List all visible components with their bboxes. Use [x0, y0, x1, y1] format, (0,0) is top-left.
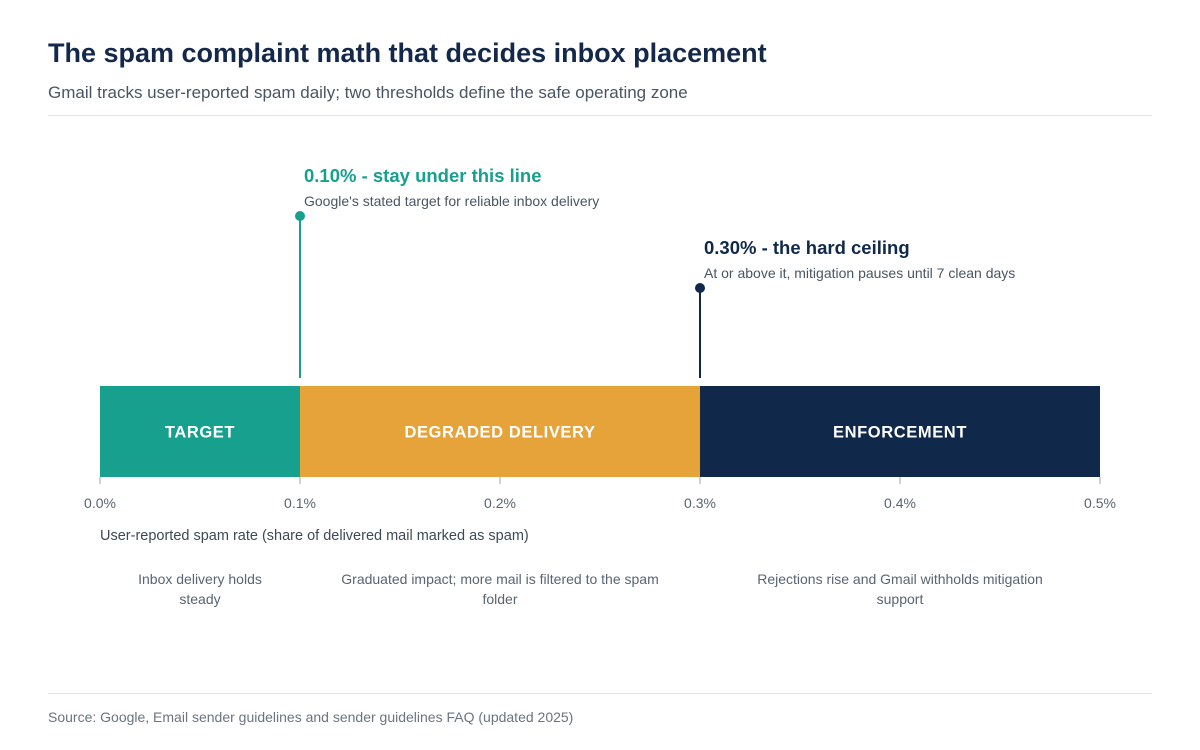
axis-tick-label: 0.2%: [484, 495, 516, 511]
zone-description: Graduated impact; more mail is filtered …: [341, 571, 658, 607]
chart-subtitle: Gmail tracks user-reported spam daily; t…: [48, 83, 688, 102]
spam-rate-zone-chart: TARGET DEGRADED DELIVERY ENFORCEMENT 0.0% 0.…: [84, 165, 1116, 607]
zone-label: ENFORCEMENT: [833, 424, 967, 442]
chart-title: The spam complaint math that decides inb…: [48, 38, 767, 68]
threshold-note: Google's stated target for reliable inbo…: [304, 193, 599, 209]
axis-tick-label: 0.0%: [84, 495, 116, 511]
axis-tick-label: 0.1%: [284, 495, 316, 511]
axis-tick-label: 0.5%: [1084, 495, 1116, 511]
threshold-title: 0.30% - the hard ceiling: [704, 237, 910, 258]
zone-segment-enforcement: [700, 386, 1100, 477]
threshold-title: 0.10% - stay under this line: [304, 165, 542, 186]
zone-description: Rejections rise and Gmail withholds miti…: [757, 571, 1043, 607]
zone-segment-target: [100, 386, 300, 477]
axis-tick-label: 0.3%: [684, 495, 716, 511]
x-axis-title: User-reported spam rate (share of delive…: [100, 528, 529, 544]
zone-description: Inbox delivery holds steady: [138, 571, 262, 607]
footer-divider: [48, 693, 1152, 694]
source-note: Source: Google, Email sender guidelines …: [48, 709, 574, 725]
zone-segment-degraded-delivery: [300, 386, 700, 477]
zone-label: DEGRADED DELIVERY: [404, 424, 595, 442]
threshold-note: At or above it, mitigation pauses until …: [704, 265, 1015, 281]
axis-tick-label: 0.4%: [884, 495, 916, 511]
zone-label: TARGET: [165, 424, 235, 442]
threshold-marker: [695, 283, 705, 293]
header-divider: [48, 115, 1152, 116]
threshold-marker: [295, 211, 305, 221]
